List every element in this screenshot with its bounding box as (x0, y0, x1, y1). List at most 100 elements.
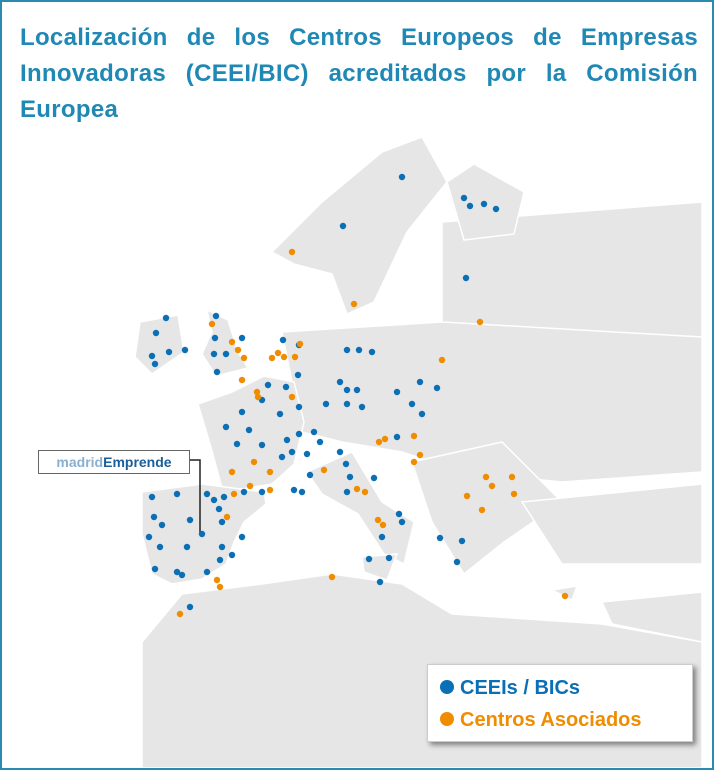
location-dot (361, 488, 369, 496)
location-dot (303, 450, 311, 458)
location-dot (145, 533, 153, 541)
location-dot (298, 488, 306, 496)
location-dot (343, 400, 351, 408)
location-dot (296, 340, 304, 348)
location-dot (355, 346, 363, 354)
location-dot (245, 426, 253, 434)
location-dot (393, 433, 401, 441)
location-dot (322, 400, 330, 408)
location-dot (492, 205, 500, 213)
location-dot (238, 533, 246, 541)
location-dot (279, 336, 287, 344)
location-dot (223, 513, 231, 521)
location-dot (208, 320, 216, 328)
location-dot (238, 334, 246, 342)
location-dot (478, 506, 486, 514)
location-dot (240, 354, 248, 362)
location-dot (408, 400, 416, 408)
location-dot (379, 521, 387, 529)
location-dot (288, 448, 296, 456)
location-dot (274, 349, 282, 357)
location-dot (288, 248, 296, 256)
location-dot (343, 386, 351, 394)
location-dot (482, 473, 490, 481)
location-dot (290, 486, 298, 494)
location-dot (310, 428, 318, 436)
location-dot (476, 318, 484, 326)
location-dot (395, 510, 403, 518)
location-dot (178, 571, 186, 579)
legend-item: CEEIs / BICs (440, 677, 580, 700)
location-dot (282, 383, 290, 391)
location-dot (183, 543, 191, 551)
location-dot (228, 338, 236, 346)
location-dot (374, 516, 382, 524)
location-dot (211, 334, 219, 342)
legend: CEEIs / BICs Centros Asociados (427, 664, 693, 742)
location-dot (254, 393, 262, 401)
location-dot (158, 521, 166, 529)
location-dot (306, 471, 314, 479)
location-dot (466, 202, 474, 210)
location-dot (385, 554, 393, 562)
location-dot (280, 353, 288, 361)
location-dot (358, 403, 366, 411)
location-dot (210, 496, 218, 504)
location-dot (398, 173, 406, 181)
location-dot (346, 473, 354, 481)
legend-label: Centros Asociados (460, 709, 642, 731)
location-dot (165, 348, 173, 356)
location-dot (150, 513, 158, 521)
location-dot (228, 551, 236, 559)
location-dot (316, 438, 324, 446)
location-dot (218, 543, 226, 551)
location-dot (418, 410, 426, 418)
location-dot (258, 441, 266, 449)
location-dot (238, 408, 246, 416)
location-dot (508, 473, 516, 481)
location-dot (162, 314, 170, 322)
location-dot (152, 329, 160, 337)
location-dot (410, 458, 418, 466)
location-dot (240, 488, 248, 496)
location-dot (148, 352, 156, 360)
callout-line (189, 459, 201, 534)
location-dot (253, 388, 261, 396)
location-dot (353, 386, 361, 394)
location-dot (336, 378, 344, 386)
location-dot (151, 360, 159, 368)
location-dot (328, 573, 336, 581)
location-dot (213, 368, 221, 376)
location-dot (222, 350, 230, 358)
location-dot (291, 353, 299, 361)
location-dot (463, 492, 471, 500)
location-dot (234, 346, 242, 354)
location-dot (230, 490, 238, 498)
location-dot (453, 558, 461, 566)
location-dot (376, 578, 384, 586)
callout: madridEmprende (38, 450, 190, 474)
location-dot (216, 583, 224, 591)
location-dot (266, 468, 274, 476)
location-dot (203, 568, 211, 576)
title: Localización de los Centros Europeos de … (20, 24, 698, 123)
locations (145, 173, 569, 618)
location-dot (320, 466, 328, 474)
callout-part: Emprende (103, 454, 172, 470)
location-dot (250, 458, 258, 466)
location-dot (480, 200, 488, 208)
location-dot (186, 603, 194, 611)
location-dot (216, 556, 224, 564)
location-dot (510, 490, 518, 498)
location-dot (264, 381, 272, 389)
location-dot (488, 482, 496, 490)
location-dot (343, 346, 351, 354)
location-dot (458, 537, 466, 545)
location-dot (276, 410, 284, 418)
location-dot (198, 530, 206, 538)
location-dot (295, 430, 303, 438)
location-dot (416, 451, 424, 459)
location-dot (148, 493, 156, 501)
